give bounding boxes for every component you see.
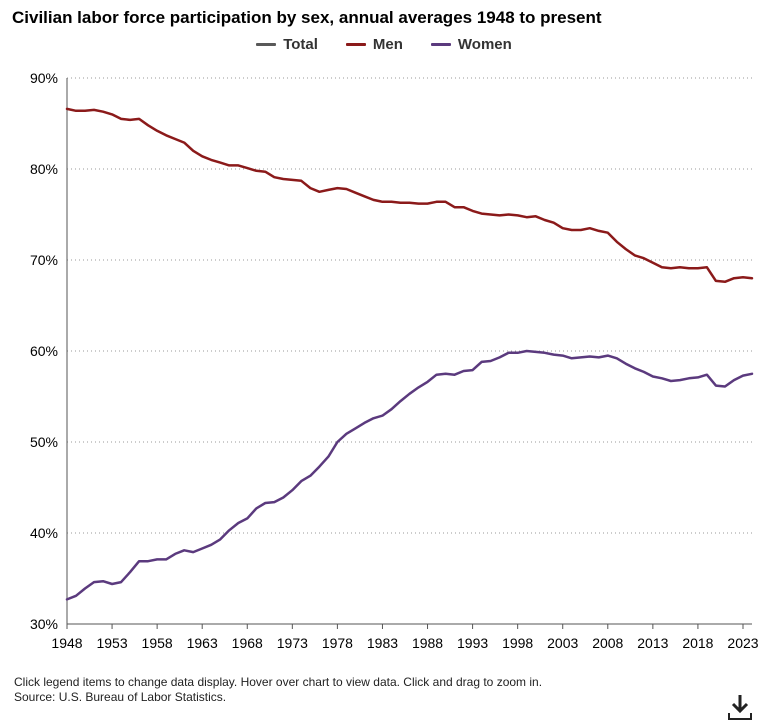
series-line-women [65, 349, 754, 601]
x-tick-label: 1998 [502, 635, 533, 651]
chart-source: Source: U.S. Bureau of Labor Statistics. [14, 690, 227, 704]
y-tick-label: 70% [30, 252, 58, 268]
legend-label-women: Women [457, 36, 512, 53]
download-icon[interactable] [727, 693, 753, 721]
x-tick-label: 2008 [592, 635, 623, 651]
chart-legend: Total Men Women [0, 36, 768, 53]
line-chart[interactable]: 30% 40% 50% 60% 70% 80% 90% 1948 1953 1958 1963 196… [0, 0, 768, 660]
x-tick-label: 1953 [96, 635, 127, 651]
legend-swatch-total [256, 43, 277, 46]
legend-item-women[interactable]: Women [430, 36, 512, 53]
y-tick-label: 40% [30, 525, 58, 541]
x-tick-label: 2003 [547, 635, 578, 651]
x-tick-label: 1958 [142, 635, 173, 651]
y-tick-label: 60% [30, 343, 58, 359]
x-tick-label: 2023 [727, 635, 758, 651]
chart-instructions: Click legend items to change data displa… [14, 675, 543, 689]
x-tick-label: 2013 [637, 635, 668, 651]
series-line-men [65, 107, 754, 284]
x-tick-label: 1968 [232, 635, 263, 651]
y-tick-label: 30% [30, 616, 58, 632]
x-tick-label: 1973 [277, 635, 308, 651]
legend-label-total: Total [283, 36, 318, 53]
x-tick-label: 1993 [457, 635, 488, 651]
x-tick-label: 1948 [51, 635, 82, 651]
y-tick-label: 80% [30, 161, 58, 177]
legend-label-men: Men [372, 36, 403, 53]
y-tick-label: 90% [30, 70, 58, 86]
x-tick-label: 2018 [682, 635, 713, 651]
x-tick-label: 1978 [322, 635, 353, 651]
legend-swatch-women [430, 43, 451, 46]
x-tick-label: 1963 [187, 635, 218, 651]
legend-item-total[interactable]: Total [256, 36, 318, 53]
page-title: Civilian labor force participation by se… [12, 8, 602, 27]
x-tick-label: 1983 [367, 635, 398, 651]
legend-item-men[interactable]: Men [345, 36, 403, 53]
x-tick-label: 1988 [412, 635, 443, 651]
chart-footer: Click legend items to change data displa… [14, 675, 542, 705]
legend-swatch-men [345, 43, 366, 46]
y-tick-label: 50% [30, 434, 58, 450]
